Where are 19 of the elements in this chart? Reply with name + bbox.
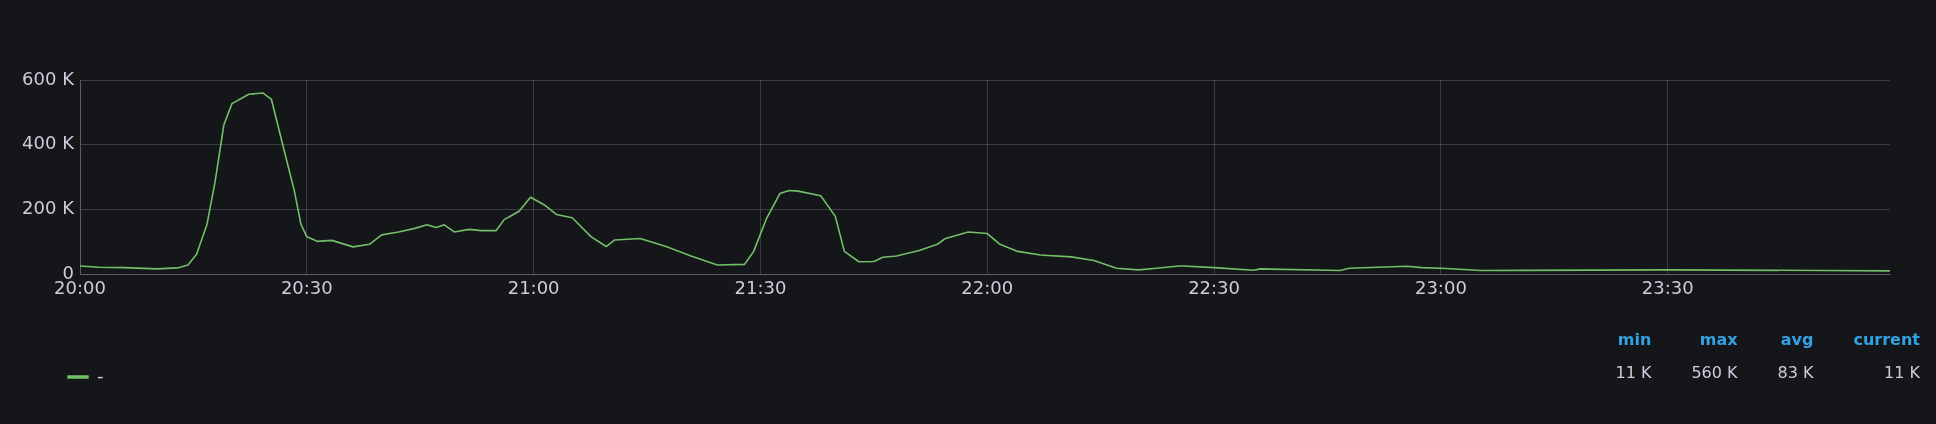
x-tick-label: 20:30 bbox=[280, 276, 333, 298]
y-tick-label: 200 K bbox=[22, 197, 76, 219]
x-tick-label: 23:00 bbox=[1414, 276, 1467, 298]
text: 560 K bbox=[1690, 362, 1738, 384]
y-tick-label: 400 K bbox=[22, 132, 76, 154]
x-tick-label: 21:00 bbox=[507, 276, 560, 298]
text: 11 K bbox=[1614, 362, 1652, 384]
x-tick-label: 23:30 bbox=[1641, 276, 1694, 298]
text: min bbox=[1616, 329, 1652, 351]
x-tick-label: 22:30 bbox=[1188, 276, 1241, 298]
text: max bbox=[1698, 329, 1738, 351]
x-tick-label: 21:30 bbox=[734, 276, 787, 298]
text: 83 K bbox=[1776, 362, 1814, 384]
x-tick-label: 22:00 bbox=[961, 276, 1014, 298]
text: 11 K bbox=[1883, 362, 1920, 384]
text: avg bbox=[1779, 329, 1814, 351]
y-tick-label: 600 K bbox=[22, 67, 76, 89]
legend-label: - bbox=[97, 364, 104, 386]
text: current bbox=[1852, 329, 1920, 351]
